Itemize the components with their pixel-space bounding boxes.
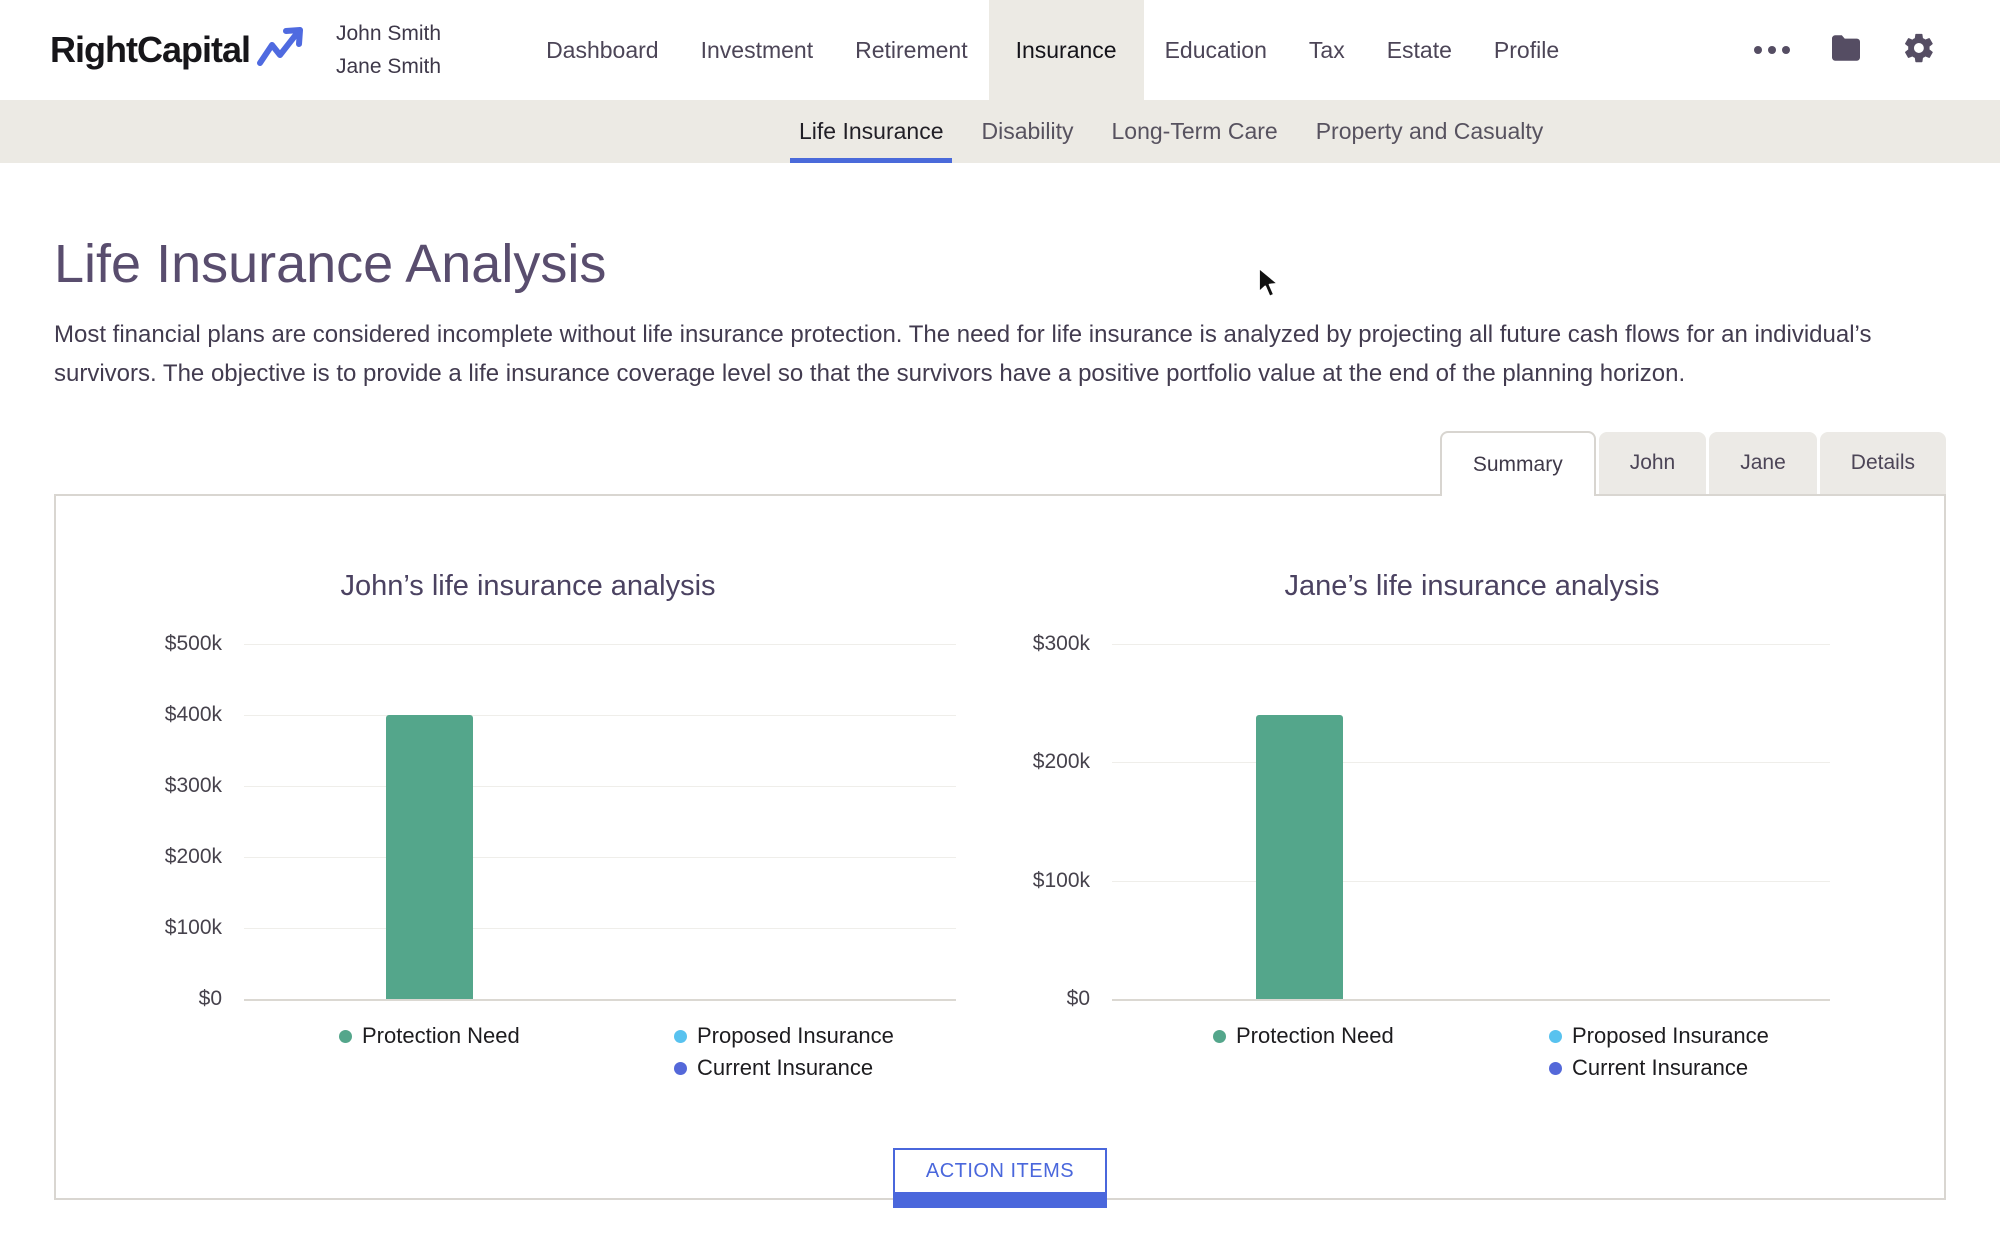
plot-area (1112, 644, 1830, 1001)
gridline (1112, 762, 1830, 763)
y-axis-label: $300k (164, 774, 222, 797)
client-primary: John Smith (336, 22, 442, 45)
chart-legend: Protection Need Proposed Insurance Current… (56, 1023, 1000, 1093)
y-axis-label: $0 (1066, 987, 1090, 1010)
gridline (244, 857, 956, 858)
legend-dot-icon (1213, 1029, 1226, 1043)
legend-item-proposed-insurance[interactable]: Proposed Insurance (674, 1023, 894, 1049)
action-items-button[interactable]: ACTION ITEMS (893, 1148, 1107, 1208)
legend-group-right: Proposed Insurance Current Insurance (1549, 1023, 1769, 1087)
gridline (244, 644, 956, 645)
legend-dot-icon (1549, 1061, 1562, 1075)
gridline (244, 786, 956, 787)
subnav-item-disability[interactable]: Disability (981, 118, 1074, 144)
settings-gear-icon[interactable] (1902, 31, 1936, 70)
primary-nav: Dashboard Investment Retirement Insurance Ed… (525, 0, 1580, 100)
legend-dot-icon (674, 1029, 687, 1043)
action-items-button-strip (893, 1194, 1107, 1208)
x-axis-baseline (244, 999, 956, 1001)
rightcapital-logo[interactable]: RightCapital (50, 25, 310, 76)
y-axis-label: $0 (198, 987, 222, 1010)
y-axis-label: $200k (164, 845, 222, 868)
legend-group-left: Protection Need (339, 1023, 520, 1055)
logo-text: RightCapital (50, 29, 251, 70)
y-axis-label: $100k (1032, 869, 1090, 892)
y-axis: $300k $200k $100k $0 (1000, 632, 1112, 1010)
subnav-item-long-term-care[interactable]: Long-Term Care (1111, 118, 1278, 144)
gridline (244, 715, 956, 716)
more-menu-ellipsis-icon[interactable] (1754, 46, 1790, 54)
main-content: Life Insurance Analysis Most financial p… (0, 233, 2000, 1208)
client-secondary: Jane Smith (336, 55, 442, 78)
bar-protection-need[interactable] (386, 715, 474, 999)
x-axis-baseline (1112, 999, 1830, 1001)
y-axis-label: $400k (164, 703, 222, 726)
tab-jane[interactable]: Jane (1709, 432, 1817, 494)
tab-john[interactable]: John (1598, 432, 1707, 494)
header-icons (1754, 31, 1936, 70)
nav-item-retirement[interactable]: Retirement (855, 36, 968, 63)
tab-summary[interactable]: Summary (1439, 431, 1596, 496)
legend-label: Protection Need (362, 1023, 520, 1048)
client-names[interactable]: John Smith Jane Smith (336, 17, 441, 83)
page-title: Life Insurance Analysis (54, 234, 607, 294)
subnav-item-life-insurance[interactable]: Life Insurance (780, 100, 962, 163)
nav-item-tax[interactable]: Tax (1308, 36, 1345, 63)
y-axis-label: $200k (1032, 750, 1090, 773)
gridline (1112, 644, 1830, 645)
summary-tabs: Summary John Jane Details (54, 431, 1946, 496)
legend-group-right: Proposed Insurance Current Insurance (674, 1023, 894, 1087)
legend-group-left: Protection Need (1213, 1023, 1394, 1055)
y-axis: $500k $400k $300k $200k $100k $0 (56, 632, 244, 1010)
legend-item-current-insurance[interactable]: Current Insurance (1549, 1055, 1769, 1081)
page-description: Most financial plans are considered inco… (54, 321, 1872, 387)
insurance-subnav: Life Insurance Disability Long-Term Care Pr… (0, 100, 2000, 163)
legend-item-protection-need[interactable]: Protection Need (1213, 1023, 1394, 1049)
nav-item-education[interactable]: Education (1164, 36, 1267, 63)
nav-item-dashboard[interactable]: Dashboard (546, 36, 659, 63)
chart-title: Jane’s life insurance analysis (1284, 570, 1660, 602)
analysis-card: John’s life insurance analysis $500k $400k… (54, 494, 1946, 1208)
chart-title: John’s life insurance analysis (340, 570, 716, 602)
legend-item-protection-need[interactable]: Protection Need (339, 1023, 520, 1049)
y-axis-label: $100k (164, 916, 222, 939)
charts-row: John’s life insurance analysis $500k $400k… (56, 496, 1944, 1093)
legend-label: Current Insurance (697, 1055, 874, 1080)
bar-protection-need[interactable] (1255, 715, 1343, 999)
tab-details[interactable]: Details (1819, 432, 1946, 494)
chart-legend: Protection Need Proposed Insurance Current… (1000, 1023, 1944, 1093)
app-header: RightCapital John Smith Jane Smith Dashb… (0, 0, 2000, 100)
legend-item-current-insurance[interactable]: Current Insurance (674, 1055, 894, 1081)
chart-john-s-life-insurance-analysis: John’s life insurance analysis $500k $400k… (56, 496, 1000, 1093)
legend-label: Proposed Insurance (697, 1023, 894, 1048)
legend-dot-icon (339, 1029, 352, 1043)
nav-item-estate[interactable]: Estate (1386, 36, 1452, 63)
action-items-label: ACTION ITEMS (893, 1148, 1107, 1194)
y-axis-label: $300k (1032, 632, 1090, 655)
logo-trend-arrow-icon (254, 25, 310, 76)
subnav-item-property-and-casualty[interactable]: Property and Casualty (1315, 118, 1544, 144)
legend-item-proposed-insurance[interactable]: Proposed Insurance (1549, 1023, 1769, 1049)
gridline (244, 928, 956, 929)
legend-dot-icon (674, 1061, 687, 1075)
y-axis-label: $500k (164, 632, 222, 655)
legend-label: Protection Need (1236, 1023, 1394, 1048)
chart-jane-s-life-insurance-analysis: Jane’s life insurance analysis $300k $200k… (1000, 496, 1944, 1093)
nav-item-investment[interactable]: Investment (700, 36, 814, 63)
plot-area (244, 644, 956, 1001)
folder-icon[interactable] (1830, 34, 1862, 67)
legend-dot-icon (1549, 1029, 1562, 1043)
nav-item-insurance[interactable]: Insurance (988, 0, 1144, 100)
legend-label: Current Insurance (1572, 1055, 1749, 1080)
gridline (1112, 881, 1830, 882)
legend-label: Proposed Insurance (1572, 1023, 1769, 1048)
nav-item-profile[interactable]: Profile (1493, 36, 1560, 63)
